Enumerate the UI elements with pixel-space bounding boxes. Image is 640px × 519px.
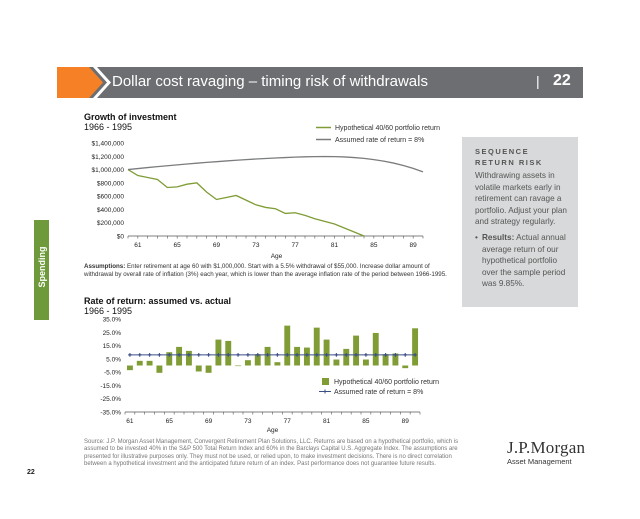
- return-bar: [166, 352, 173, 366]
- legend-label: Assumed rate of return = 8%: [335, 137, 424, 144]
- return-bar: [264, 346, 271, 366]
- logo-sub: Asset Management: [507, 457, 572, 466]
- y-tick-label: $800,000: [97, 180, 124, 187]
- header-separator: |: [536, 73, 540, 89]
- return-bar: [254, 354, 261, 366]
- header-page-number: 22: [553, 72, 571, 89]
- return-bar: [225, 340, 232, 366]
- x-tick-label: 85: [362, 418, 370, 425]
- source-note: Source: J.P. Morgan Asset Management, Co…: [84, 439, 459, 467]
- x-tick-label: 61: [126, 418, 134, 425]
- return-bar: [313, 327, 320, 366]
- chart2-subtitle: 1966 - 1995: [84, 306, 133, 316]
- assumptions-text: Enter retirement at age 60 with $1,000,0…: [84, 263, 447, 278]
- y-tick-label: $1,000,000: [91, 167, 124, 174]
- return-bar: [284, 325, 291, 366]
- x-tick-label: 89: [410, 242, 418, 249]
- sidebar-title-line1: SEQUENCE: [475, 147, 530, 156]
- y-tick-label: -35.0%: [100, 410, 121, 417]
- return-bar: [244, 360, 251, 366]
- sidebar-text: Withdrawing assets in volatile markets e…: [475, 171, 567, 226]
- side-tab: [34, 220, 49, 320]
- x-tick-label: 89: [402, 418, 410, 425]
- return-bar: [185, 350, 192, 366]
- sidebar-bullet: • Results: Actual annual average return …: [475, 232, 575, 290]
- return-bar: [362, 359, 369, 366]
- legend-label: Hypothetical 40/60 portfolio return: [334, 379, 439, 386]
- x-tick-label: 77: [292, 242, 300, 249]
- y-tick-label: -5.0%: [104, 370, 121, 377]
- y-tick-label: 5.0%: [106, 356, 121, 363]
- x-tick-label: 73: [252, 242, 260, 249]
- y-tick-label: 15.0%: [103, 343, 122, 350]
- return-bar: [274, 362, 281, 366]
- y-tick-label: $1,200,000: [91, 154, 124, 161]
- return-bar: [156, 365, 163, 373]
- x-axis-label: Age: [267, 427, 279, 434]
- portfolio-return-line: [127, 169, 365, 237]
- x-axis-label: Age: [271, 253, 283, 260]
- logo-main: J.P.Morgan: [507, 438, 586, 457]
- return-bar: [205, 365, 212, 373]
- jpmorgan-logo: J.P.Morgan Asset Management: [507, 438, 587, 466]
- return-bar: [392, 353, 399, 366]
- y-tick-label: $200,000: [97, 220, 124, 227]
- chart2-title: Rate of return: assumed vs. actual: [84, 296, 232, 306]
- y-tick-label: $1,400,000: [91, 141, 124, 148]
- return-bar: [343, 348, 350, 366]
- legend-label: Hypothetical 40/60 portfolio return: [335, 125, 440, 132]
- x-tick-label: 81: [331, 242, 339, 249]
- x-tick-label: 65: [174, 242, 182, 249]
- return-bar: [235, 365, 242, 367]
- return-bar: [402, 365, 409, 369]
- footer-page-number: 22: [27, 469, 35, 476]
- legend-swatch: [322, 378, 329, 385]
- return-bar: [215, 339, 222, 366]
- bullet-dot-icon: •: [475, 233, 478, 242]
- return-bar: [333, 359, 340, 366]
- assumptions-note: Assumptions: Enter retirement at age 60 …: [84, 263, 460, 279]
- y-tick-label: -15.0%: [100, 383, 121, 390]
- sidebar-title: SEQUENCE RETURN RISK: [475, 146, 575, 168]
- header-bar: [57, 67, 583, 98]
- x-tick-label: 81: [323, 418, 331, 425]
- return-bar: [412, 328, 419, 366]
- assumed-return-line: [127, 155, 424, 173]
- return-bar: [323, 339, 330, 366]
- return-bar: [294, 346, 301, 366]
- return-bar: [353, 335, 360, 366]
- sidebar-title-line2: RETURN RISK: [475, 158, 543, 167]
- x-tick-label: 85: [370, 242, 378, 249]
- chart1-subtitle: 1966 - 1995: [84, 122, 133, 132]
- side-tab-label-wrap: Spending: [34, 220, 49, 320]
- x-tick-label: 73: [244, 418, 252, 425]
- x-tick-label: 77: [284, 418, 292, 425]
- return-bar: [303, 347, 310, 366]
- sidebar-bullet-text: Actual annual average return of our hypo…: [482, 233, 566, 288]
- return-bar: [176, 346, 183, 366]
- return-bar: [372, 332, 379, 366]
- y-tick-label: -25.0%: [100, 396, 121, 403]
- y-tick-label: $0: [117, 234, 125, 241]
- return-bar: [136, 360, 143, 366]
- assumptions-label: Assumptions:: [84, 263, 126, 270]
- return-bar: [146, 360, 153, 366]
- side-tab-label: Spending: [37, 246, 47, 288]
- y-tick-label: 35.0%: [103, 317, 122, 324]
- y-tick-label: $400,000: [97, 207, 124, 214]
- y-tick-label: 25.0%: [103, 330, 122, 337]
- sidebar-bullet-label: Results:: [482, 233, 515, 242]
- chart1-title: Growth of investment: [84, 112, 177, 122]
- legend-label: Assumed rate of return = 8%: [334, 389, 423, 396]
- y-tick-label: $600,000: [97, 194, 124, 201]
- return-bar: [195, 365, 202, 372]
- sidebar-box: [462, 137, 578, 307]
- page-title: Dollar cost ravaging – timing risk of wi…: [112, 73, 428, 90]
- return-bar: [382, 354, 389, 366]
- x-tick-label: 69: [205, 418, 213, 425]
- x-tick-label: 65: [166, 418, 174, 425]
- x-tick-label: 69: [213, 242, 221, 249]
- x-tick-label: 61: [134, 242, 142, 249]
- return-bar: [126, 365, 133, 371]
